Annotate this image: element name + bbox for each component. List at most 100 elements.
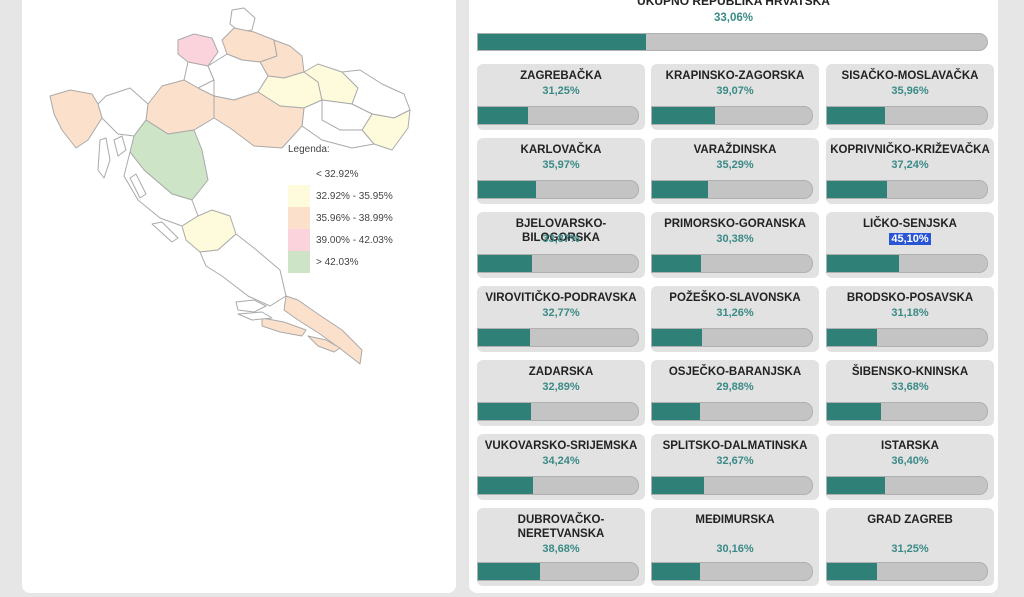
county-name: ZAGREBAČKA bbox=[520, 70, 602, 82]
county-progress-bar bbox=[477, 562, 639, 581]
map-island-pag bbox=[129, 173, 147, 199]
legend-label: 39.00% - 42.03% bbox=[316, 234, 393, 246]
county-card[interactable]: KARLOVAČKA 35,97% bbox=[477, 138, 645, 204]
county-percentage-value: 32,67% bbox=[716, 455, 754, 467]
county-percentage-value: 31,25% bbox=[891, 543, 929, 555]
county-name: ŠIBENSKO-KNINSKA bbox=[851, 366, 969, 378]
county-progress-bar bbox=[477, 254, 639, 273]
county-progress-fill bbox=[652, 181, 709, 198]
county-percentage: 36,40% bbox=[826, 455, 994, 467]
county-progress-fill bbox=[478, 255, 533, 272]
county-card[interactable]: VARAŽDINSKA 35,29% bbox=[651, 138, 819, 204]
county-progress-bar bbox=[651, 254, 813, 273]
county-progress-fill bbox=[827, 329, 877, 346]
map-region-brodsko-posavska[interactable] bbox=[301, 99, 375, 149]
county-card[interactable]: PRIMORSKO-GORANSKA 30,38% bbox=[651, 212, 819, 278]
legend-item: 35.96% - 38.99% bbox=[288, 207, 393, 229]
county-percentage-value: 31,26% bbox=[716, 307, 754, 319]
county-progress-bar bbox=[826, 328, 988, 347]
county-card[interactable]: LIČKO-SENJSKA 45,10% bbox=[826, 212, 994, 278]
county-progress-bar bbox=[477, 402, 639, 421]
total-name: UKUPNO REPUBLIKA HRVATSKA bbox=[637, 0, 830, 8]
county-name: OSJEČKO-BARANJSKA bbox=[668, 366, 802, 378]
county-percentage-value: 38,68% bbox=[542, 543, 580, 555]
county-name: KRAPINSKO-ZAGORSKA bbox=[665, 70, 805, 82]
county-card[interactable]: ISTARSKA 36,40% bbox=[826, 434, 994, 500]
county-card[interactable]: KOPRIVNIČKO-KRIŽEVAČKA 37,24% bbox=[826, 138, 994, 204]
county-progress-bar bbox=[826, 254, 988, 273]
map-region-sisacko-moslavacka[interactable] bbox=[213, 91, 305, 149]
map-island-dugi-otok bbox=[151, 221, 179, 243]
county-name: VUKOVARSKO-SRIJEMSKA bbox=[484, 440, 638, 452]
county-percentage-value: 35,29% bbox=[716, 159, 754, 171]
county-progress-fill bbox=[478, 329, 531, 346]
county-name: BJELOVARSKO-BILOGORSKA bbox=[515, 218, 607, 244]
county-card[interactable]: POŽEŠKO-SLAVONSKA 31,26% bbox=[651, 286, 819, 352]
legend-swatch bbox=[288, 207, 310, 229]
county-progress-fill bbox=[827, 403, 881, 420]
county-name: VIROVITIČKO-PODRAVSKA bbox=[485, 292, 637, 304]
county-card[interactable]: BRODSKO-POSAVSKA 31,18% bbox=[826, 286, 994, 352]
county-name: GRAD ZAGREB bbox=[867, 514, 953, 526]
map-region-krapinsko-zagorska[interactable] bbox=[177, 33, 219, 67]
county-card[interactable]: DUBROVAČKO-NERETVANSKA 38,68% bbox=[477, 508, 645, 586]
county-progress-bar bbox=[477, 106, 639, 125]
county-card[interactable]: MEĐIMURSKA 30,16% bbox=[651, 508, 819, 586]
county-percentage: 37,24% bbox=[826, 159, 994, 171]
county-name: PRIMORSKO-GORANSKA bbox=[664, 218, 806, 230]
county-percentage-value: 31,18% bbox=[891, 307, 929, 319]
county-percentage: 35,96% bbox=[826, 85, 994, 97]
county-card[interactable]: SISAČKO-MOSLAVAČKA 35,96% bbox=[826, 64, 994, 130]
map-region-istarska[interactable] bbox=[49, 89, 103, 149]
county-name: ISTARSKA bbox=[881, 440, 939, 452]
map-island-cres bbox=[97, 137, 111, 179]
map-region-grad-zagreb[interactable] bbox=[183, 61, 215, 89]
county-card[interactable]: SPLITSKO-DALMATINSKA 32,67% bbox=[651, 434, 819, 500]
county-progress-bar bbox=[651, 402, 813, 421]
legend-item: 32.92% - 35.95% bbox=[288, 185, 393, 207]
legend-label: 32.92% - 35.95% bbox=[316, 190, 393, 202]
county-card[interactable]: VUKOVARSKO-SRIJEMSKA 34,24% bbox=[477, 434, 645, 500]
legend-item: 39.00% - 42.03% bbox=[288, 229, 393, 251]
county-progress-bar bbox=[651, 562, 813, 581]
county-percentage-value: 35,96% bbox=[891, 85, 929, 97]
map-region-dubrovacko-neretvanska[interactable] bbox=[283, 295, 363, 365]
county-percentage-value: 31,25% bbox=[542, 85, 580, 97]
legend-swatch bbox=[288, 163, 310, 185]
county-percentage: 31,18% bbox=[826, 307, 994, 319]
county-percentage: 32,89% bbox=[477, 381, 645, 393]
map-island-brac bbox=[235, 299, 267, 313]
county-card[interactable]: ŠIBENSKO-KNINSKA 33,68% bbox=[826, 360, 994, 426]
county-name: VARAŽDINSKA bbox=[693, 144, 777, 156]
county-card[interactable]: GRAD ZAGREB 31,25% bbox=[826, 508, 994, 586]
county-percentage: 30,16% bbox=[651, 543, 819, 555]
map-island-korcula bbox=[261, 317, 307, 337]
county-card[interactable]: BJELOVARSKO-BILOGORSKA 33,87% bbox=[477, 212, 645, 278]
county-card[interactable]: ZAGREBAČKA 31,25% bbox=[477, 64, 645, 130]
county-percentage: 32,77% bbox=[477, 307, 645, 319]
county-progress-bar bbox=[477, 180, 639, 199]
county-progress-fill bbox=[827, 107, 885, 124]
county-card[interactable]: OSJEČKO-BARANJSKA 29,88% bbox=[651, 360, 819, 426]
county-name: BRODSKO-POSAVSKA bbox=[846, 292, 974, 304]
county-percentage-value: 33,68% bbox=[891, 381, 929, 393]
county-name: KOPRIVNIČKO-KRIŽEVAČKA bbox=[830, 144, 990, 156]
county-percentage-value: 45,10% bbox=[889, 233, 931, 245]
county-progress-fill bbox=[652, 255, 701, 272]
county-progress-fill bbox=[478, 107, 528, 124]
county-name: MEĐIMURSKA bbox=[695, 514, 775, 526]
county-percentage-value: 34,24% bbox=[542, 455, 580, 467]
county-card[interactable]: ZADARSKA 32,89% bbox=[477, 360, 645, 426]
legend-item: > 42.03% bbox=[288, 251, 393, 273]
county-percentage: 29,88% bbox=[651, 381, 819, 393]
county-card[interactable]: VIROVITIČKO-PODRAVSKA 32,77% bbox=[477, 286, 645, 352]
map-region-medjimurska[interactable] bbox=[229, 7, 256, 33]
county-progress-bar bbox=[651, 328, 813, 347]
county-card[interactable]: KRAPINSKO-ZAGORSKA 39,07% bbox=[651, 64, 819, 130]
county-name: SPLITSKO-DALMATINSKA bbox=[662, 440, 808, 452]
county-progress-bar bbox=[477, 476, 639, 495]
county-percentage-value: 30,38% bbox=[716, 233, 754, 245]
map-panel: Legenda: < 32.92% 32.92% - 35.95% 35.96%… bbox=[22, 0, 456, 593]
county-percentage-value: 37,24% bbox=[891, 159, 929, 171]
county-percentage: 31,25% bbox=[477, 85, 645, 97]
